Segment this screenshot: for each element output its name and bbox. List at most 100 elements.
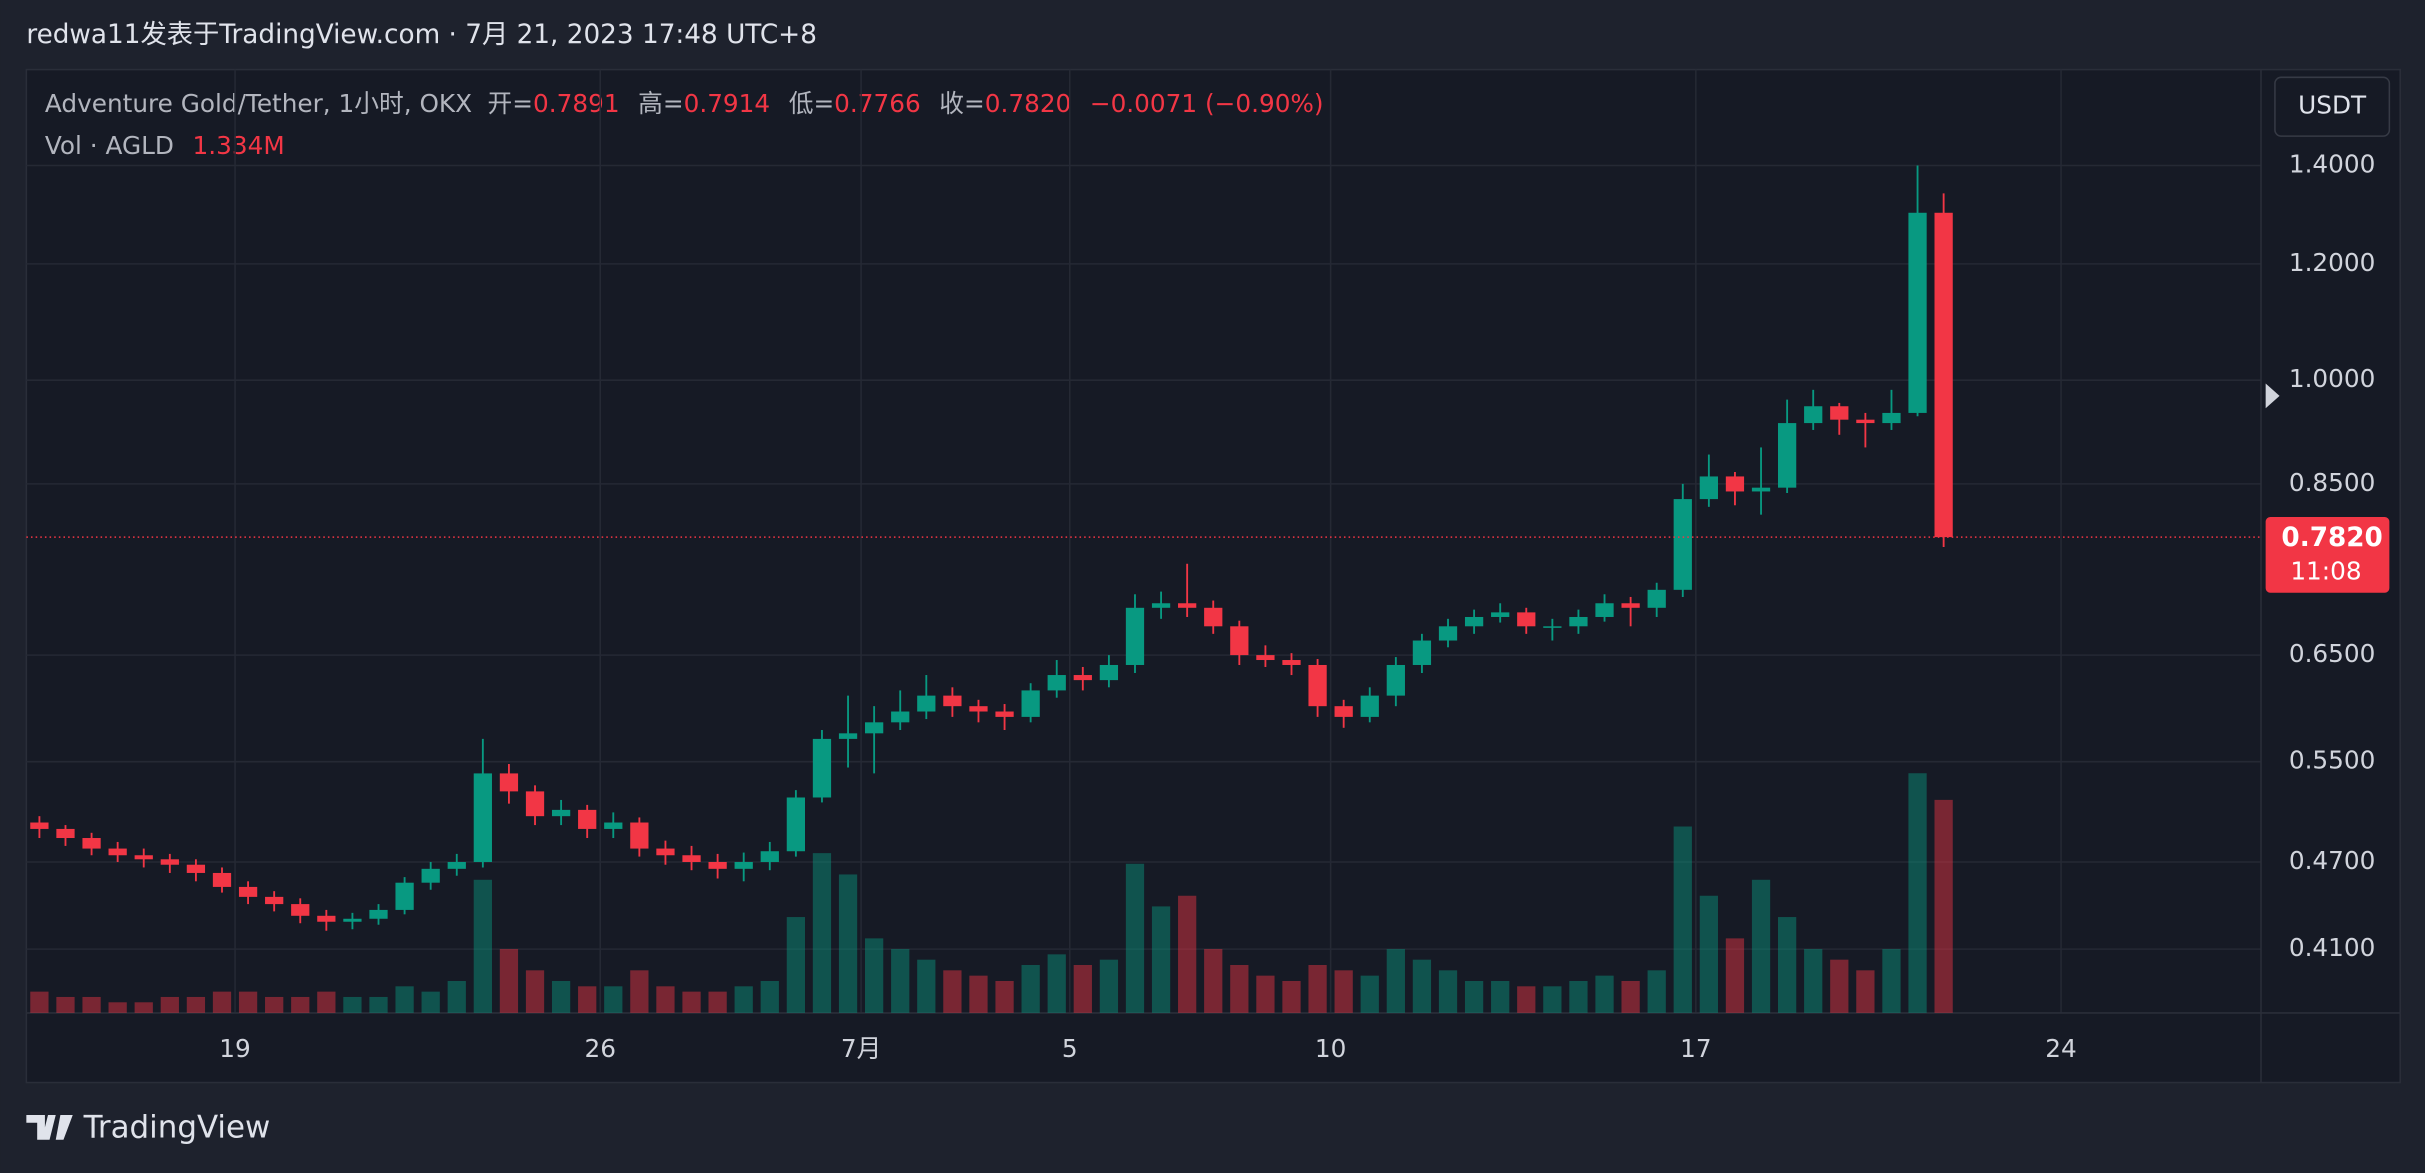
- byline: redwa11发表于TradingView.com · 7月 21, 2023 …: [26, 20, 817, 50]
- volume-bar: [1099, 959, 1119, 1013]
- volume-bar: [1517, 986, 1536, 1013]
- candle-body: [578, 809, 597, 829]
- candle-body: [1073, 675, 1092, 681]
- candle-body: [865, 722, 884, 734]
- volume-bar: [1334, 970, 1353, 1013]
- candle-body: [291, 904, 310, 916]
- currency[interactable]: USDT: [2298, 91, 2367, 120]
- candle-body: [734, 862, 753, 869]
- candle-body: [1464, 616, 1484, 627]
- candle-body: [473, 773, 492, 863]
- x-tick-label: 17: [1680, 1034, 1711, 1063]
- scroll-arrow[interactable]: [2265, 383, 2280, 409]
- volume-bar: [499, 949, 519, 1013]
- volume-bar: [708, 991, 727, 1013]
- candle-body: [604, 822, 623, 829]
- volume-bar: [447, 980, 466, 1013]
- y-tick-label: 0.4700: [2289, 846, 2376, 875]
- volume-legend: Vol · AGLD 1.334M: [45, 131, 285, 160]
- x-tick-label: 24: [2045, 1034, 2076, 1063]
- volume-bar: [134, 1002, 153, 1013]
- currency-button[interactable]: [2274, 76, 2391, 137]
- volume-bar: [317, 991, 336, 1013]
- volume-bar: [1595, 975, 1614, 1013]
- y-tick-label: 1.4000: [2289, 149, 2376, 178]
- volume-bar: [1021, 964, 1040, 1013]
- volume-bar: [1412, 959, 1432, 1013]
- candle-body: [1178, 603, 1197, 608]
- volume-bar: [630, 970, 649, 1013]
- candle-body: [1282, 660, 1301, 665]
- y-tick-label: 1.2000: [2289, 248, 2376, 277]
- candle-body: [838, 733, 858, 739]
- volume-bar: [1804, 949, 1823, 1013]
- candle-body: [265, 896, 284, 905]
- candle-body: [134, 855, 153, 860]
- candle-body: [1230, 626, 1249, 656]
- volume-bar: [1830, 959, 1849, 1013]
- volume-bar: [917, 959, 936, 1013]
- candle-body: [760, 851, 779, 863]
- volume-bar: [656, 986, 675, 1013]
- volume-bar: [1178, 895, 1197, 1013]
- volume-bar: [760, 980, 779, 1013]
- volume-bar: [786, 917, 806, 1013]
- candle-body: [1543, 626, 1562, 628]
- logo-mark: [26, 1115, 73, 1140]
- volume-bar: [838, 874, 858, 1013]
- candle-body: [1830, 406, 1849, 420]
- volume-bar: [1491, 980, 1510, 1013]
- volume-bar: [891, 949, 910, 1013]
- candle-body: [1047, 675, 1066, 691]
- volume-bar: [865, 938, 884, 1013]
- volume-bar: [1725, 938, 1745, 1013]
- candle-body: [447, 862, 466, 869]
- candle-body: [1882, 412, 1901, 424]
- candle-body: [969, 706, 988, 712]
- volume-bar: [604, 986, 623, 1013]
- volume-value: 1.334M: [193, 131, 285, 160]
- ohlc-label: 开=: [488, 89, 533, 118]
- candle-body: [317, 915, 336, 922]
- volume-bar: [1882, 949, 1901, 1013]
- candle-body: [395, 882, 414, 910]
- ohlc-value: 0.7766: [834, 89, 921, 118]
- volume-bar: [1647, 970, 1666, 1013]
- candle-body: [1621, 603, 1640, 608]
- volume-bar: [682, 991, 701, 1013]
- volume-bar: [108, 1002, 127, 1013]
- volume-bar: [343, 996, 362, 1013]
- candle-body: [108, 848, 127, 856]
- price-tag: [2265, 517, 2390, 593]
- volume-bar: [1751, 879, 1771, 1013]
- candle-body: [891, 711, 910, 723]
- candle-body: [160, 859, 179, 865]
- change: −0.0071 (−0.90%): [1090, 89, 1324, 118]
- y-tick-label: 0.6500: [2289, 639, 2376, 668]
- volume-bar: [1230, 964, 1249, 1013]
- volume-bar: [1856, 970, 1875, 1013]
- chart-pane: [25, 68, 2401, 1084]
- candle-body: [525, 791, 545, 817]
- countdown: 11:08: [2290, 557, 2361, 586]
- candle-body: [1595, 603, 1614, 617]
- volume-bar: [525, 970, 545, 1013]
- volume-bar: [1621, 980, 1640, 1013]
- candle-body: [421, 868, 440, 883]
- candle-body: [1569, 616, 1588, 627]
- x-tick-label: 19: [219, 1034, 250, 1063]
- candle-body: [238, 886, 258, 897]
- volume-bar: [1386, 949, 1405, 1013]
- volume-bar: [1543, 986, 1562, 1013]
- volume-bar: [995, 980, 1014, 1013]
- ohlc-label: 收=: [939, 89, 984, 118]
- candle-body: [1908, 212, 1927, 413]
- volume-bar: [186, 996, 206, 1013]
- ohlc-value: 0.7891: [533, 89, 620, 118]
- volume-bar: [1699, 895, 1718, 1013]
- candle-body: [630, 822, 649, 849]
- volume-bar: [1569, 980, 1588, 1013]
- candle-body: [1804, 406, 1823, 424]
- volume-bar: [1777, 917, 1797, 1013]
